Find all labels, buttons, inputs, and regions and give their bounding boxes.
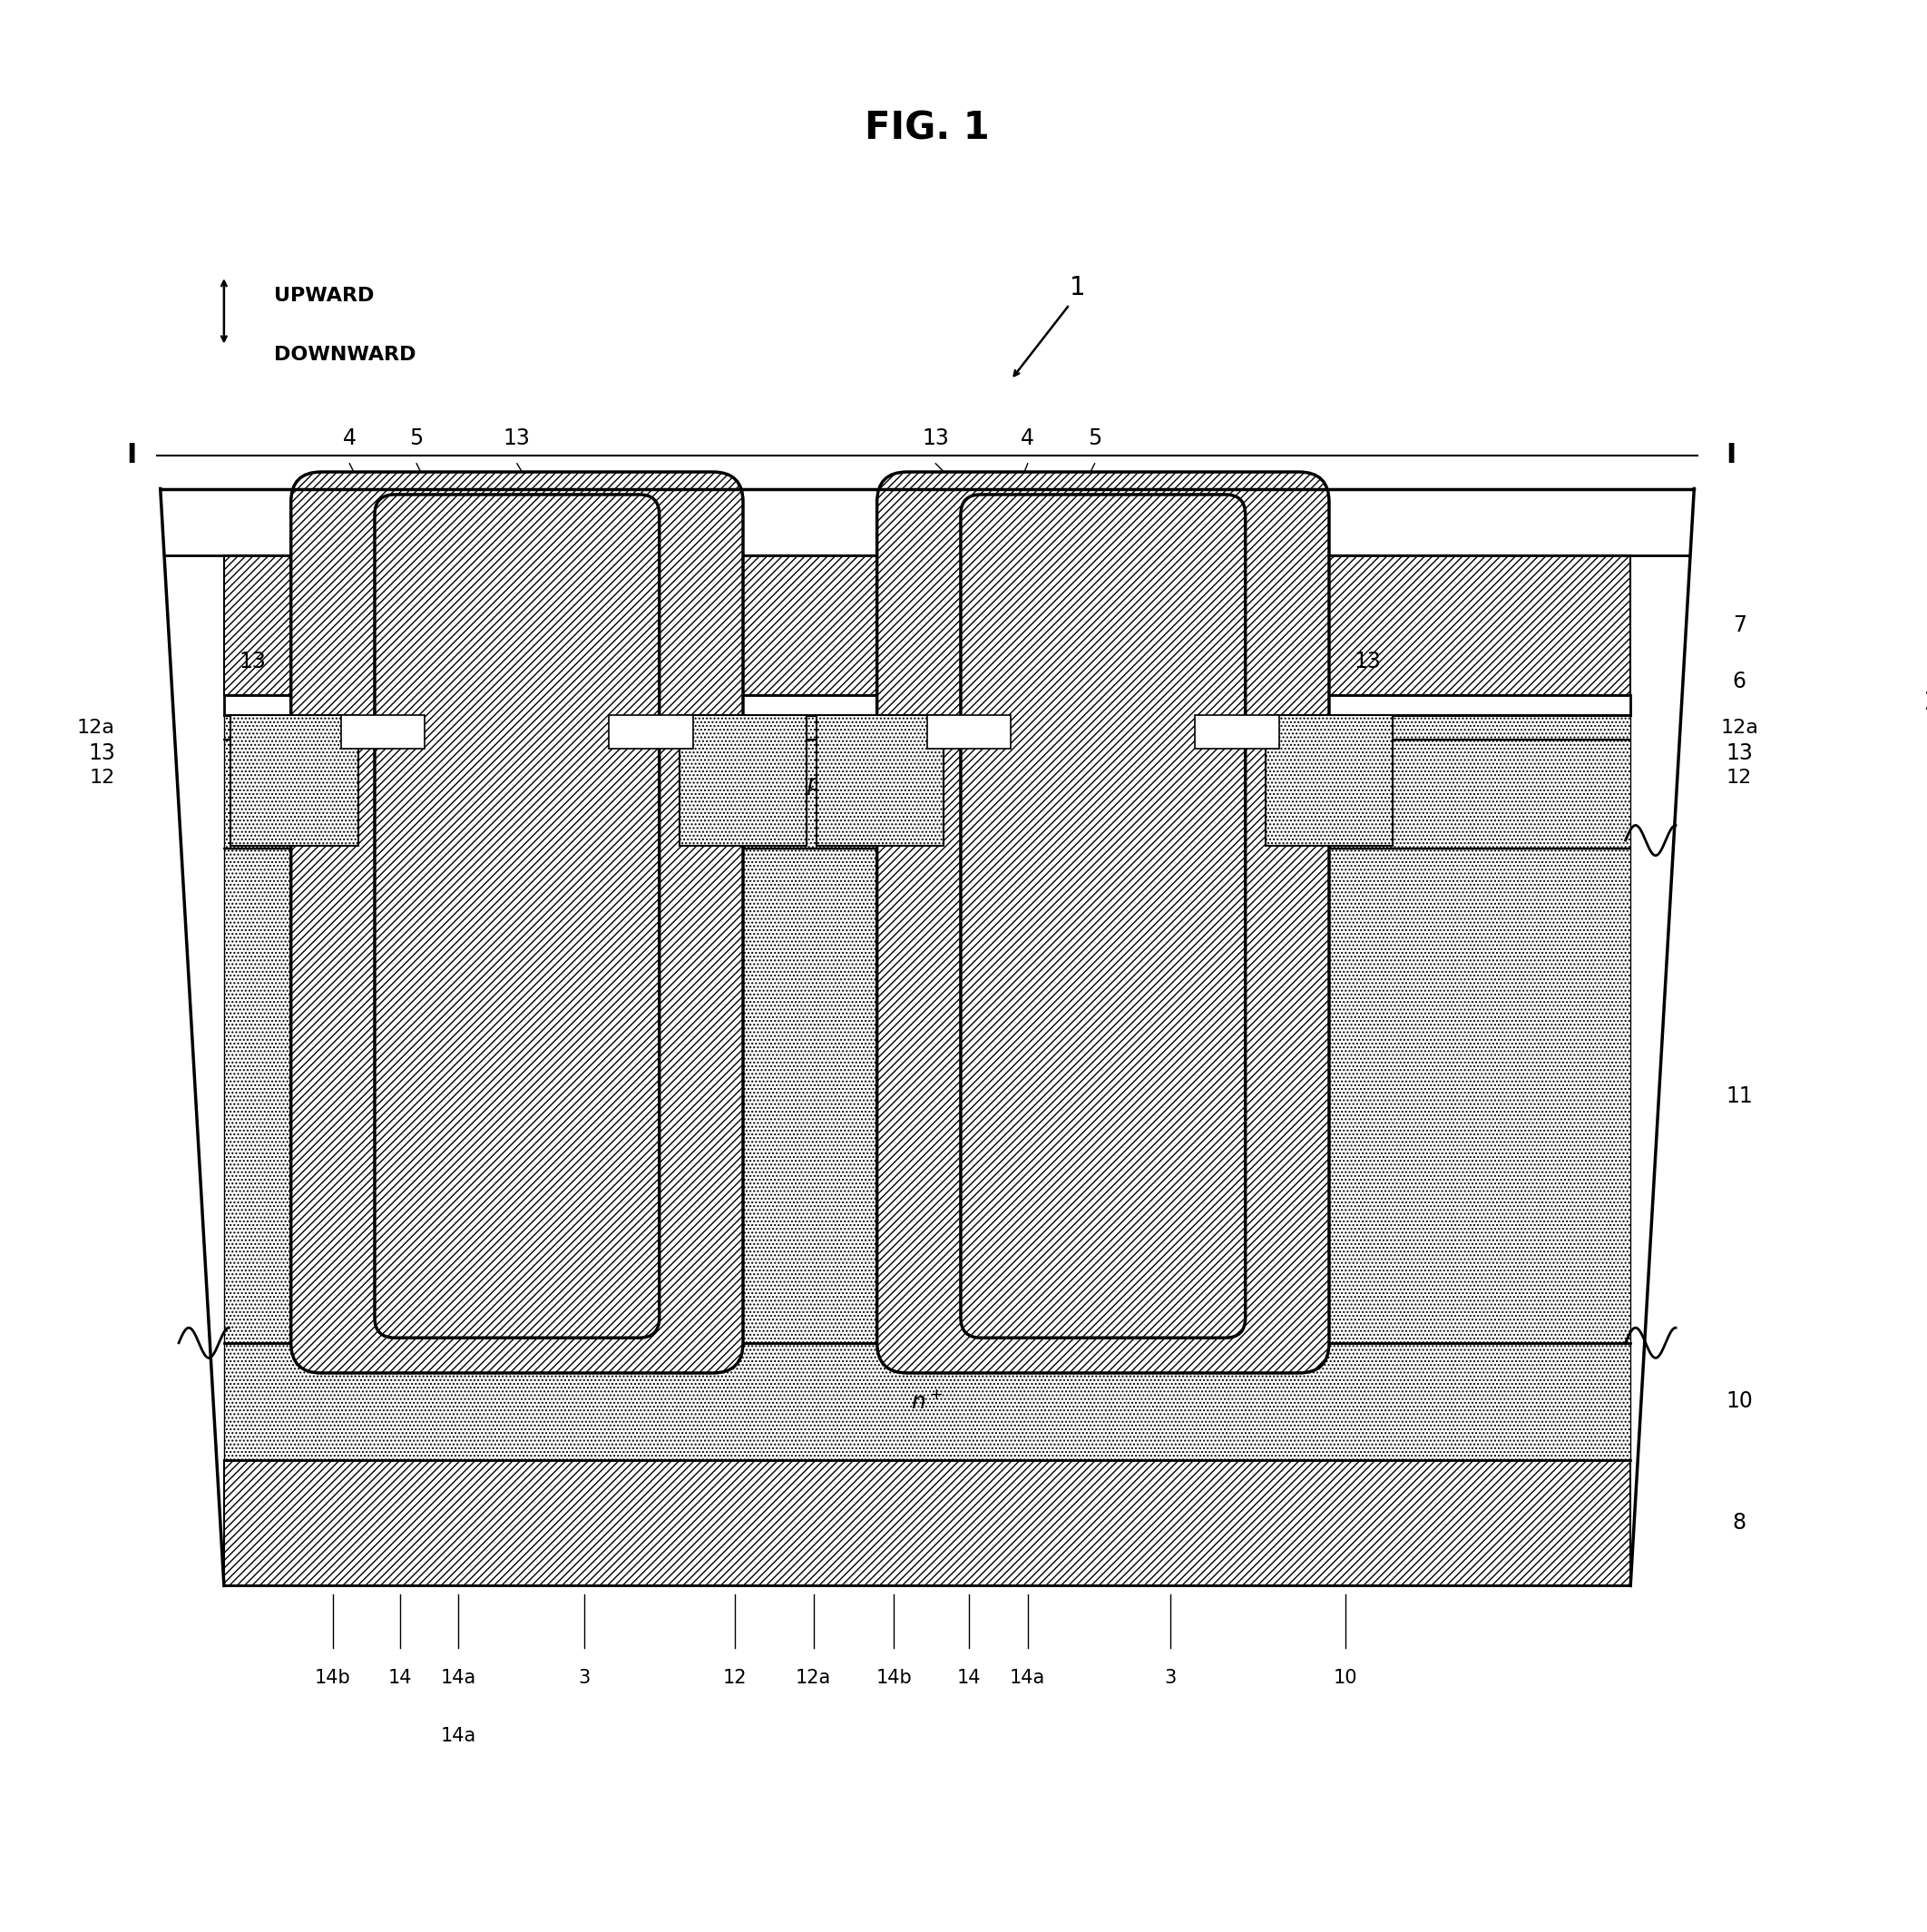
Bar bbox=[680, 715, 807, 846]
Text: 7: 7 bbox=[1732, 614, 1746, 636]
Bar bbox=[224, 556, 1630, 696]
Text: 13: 13 bbox=[921, 427, 950, 450]
Bar bbox=[231, 715, 358, 846]
Text: 1: 1 bbox=[1069, 274, 1087, 299]
Text: $n^+$: $n^+$ bbox=[869, 773, 892, 790]
Text: I: I bbox=[127, 442, 137, 468]
Bar bbox=[224, 740, 1630, 848]
Text: $n^-$: $n^-$ bbox=[911, 1086, 942, 1107]
Text: $n^+$: $n^+$ bbox=[283, 773, 306, 790]
FancyBboxPatch shape bbox=[877, 471, 1330, 1374]
Text: 2: 2 bbox=[1923, 690, 1927, 715]
Text: 12a: 12a bbox=[796, 1669, 831, 1687]
Bar bbox=[927, 715, 1012, 748]
Text: 13: 13 bbox=[503, 427, 530, 450]
Text: FIG. 1: FIG. 1 bbox=[865, 110, 990, 147]
Bar bbox=[224, 848, 1630, 1343]
Bar bbox=[224, 715, 1630, 740]
Text: 4: 4 bbox=[1021, 427, 1035, 450]
Text: 8: 8 bbox=[1732, 1513, 1746, 1534]
Text: 13: 13 bbox=[239, 651, 266, 672]
Text: $n^+$: $n^+$ bbox=[730, 773, 755, 790]
Text: 6: 6 bbox=[1732, 670, 1746, 692]
Text: 4: 4 bbox=[343, 427, 356, 450]
Text: 14a: 14a bbox=[441, 1669, 476, 1687]
Text: 14b: 14b bbox=[314, 1669, 351, 1687]
Text: 12: 12 bbox=[1727, 769, 1752, 786]
Text: 3: 3 bbox=[578, 1669, 590, 1687]
Text: 5: 5 bbox=[1087, 427, 1102, 450]
Text: 12a: 12a bbox=[77, 719, 116, 736]
Text: 14: 14 bbox=[958, 1669, 981, 1687]
Text: UPWARD: UPWARD bbox=[274, 288, 374, 305]
Bar bbox=[224, 696, 1630, 715]
Bar bbox=[1195, 715, 1280, 748]
Bar bbox=[224, 1343, 1630, 1461]
Text: 14b: 14b bbox=[875, 1669, 911, 1687]
Text: 14a: 14a bbox=[1010, 1669, 1046, 1687]
FancyBboxPatch shape bbox=[291, 471, 744, 1374]
Text: 12a: 12a bbox=[1721, 719, 1757, 736]
Text: $p$: $p$ bbox=[1372, 775, 1387, 796]
Text: $p$: $p$ bbox=[805, 775, 821, 796]
Text: 12: 12 bbox=[723, 1669, 746, 1687]
Text: 3: 3 bbox=[1164, 1669, 1175, 1687]
Bar bbox=[224, 1461, 1630, 1586]
Text: 12: 12 bbox=[89, 769, 116, 786]
Bar bbox=[341, 715, 426, 748]
Text: 13: 13 bbox=[1355, 651, 1382, 672]
Text: $n^+$: $n^+$ bbox=[1318, 773, 1341, 790]
Bar bbox=[609, 715, 694, 748]
FancyBboxPatch shape bbox=[374, 495, 659, 1337]
Text: $p$: $p$ bbox=[268, 775, 281, 796]
FancyBboxPatch shape bbox=[962, 495, 1245, 1337]
Text: 13: 13 bbox=[1727, 742, 1754, 765]
Text: 13: 13 bbox=[89, 742, 116, 765]
Text: DOWNWARD: DOWNWARD bbox=[274, 346, 416, 363]
Text: $n^+$: $n^+$ bbox=[911, 1391, 942, 1412]
Text: 10: 10 bbox=[1727, 1391, 1754, 1412]
Text: 14: 14 bbox=[387, 1669, 412, 1687]
Bar bbox=[817, 715, 944, 846]
Text: 10: 10 bbox=[1333, 1669, 1359, 1687]
Text: 5: 5 bbox=[410, 427, 424, 450]
Text: 14a: 14a bbox=[441, 1727, 476, 1745]
Text: I: I bbox=[1727, 442, 1736, 468]
Bar bbox=[1266, 715, 1393, 846]
Text: 11: 11 bbox=[1727, 1086, 1754, 1107]
